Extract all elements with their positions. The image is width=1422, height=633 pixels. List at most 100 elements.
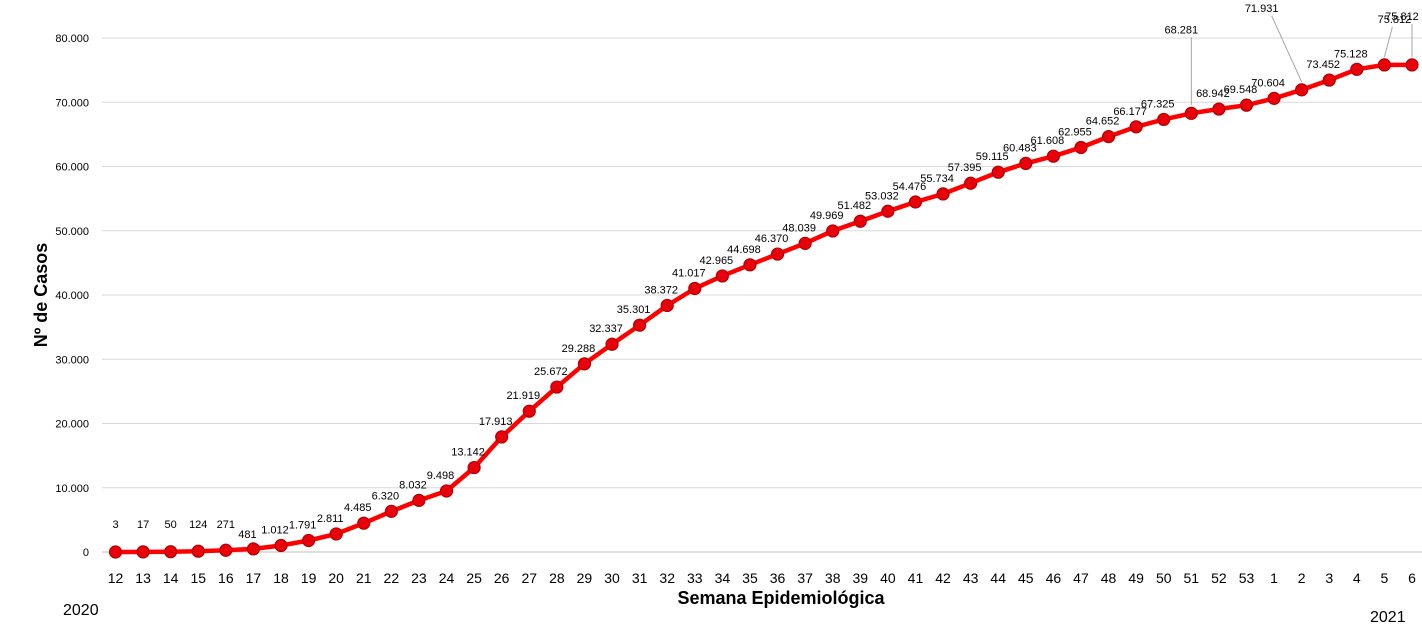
data-label: 35.301 [617, 304, 651, 316]
data-point [881, 204, 895, 218]
x-tick-label: 20 [328, 570, 344, 586]
data-label: 41.017 [672, 267, 706, 279]
data-point [1405, 58, 1419, 72]
y-tick-label: 60.000 [55, 162, 89, 174]
data-point [1157, 112, 1171, 127]
x-tick-label: 19 [301, 570, 317, 586]
y-tick-label: 70.000 [55, 97, 89, 109]
x-tick-label: 17 [246, 570, 262, 586]
x-tick-label: 5 [1381, 570, 1389, 586]
label-leader-line [1271, 15, 1303, 83]
data-point [274, 538, 288, 553]
data-point [1074, 140, 1088, 155]
data-point [715, 269, 729, 283]
data-point [770, 247, 785, 261]
x-tick-label: 21 [356, 570, 372, 586]
data-label: 51.482 [837, 200, 871, 212]
data-point [798, 236, 812, 250]
data-label: 48.039 [782, 222, 816, 234]
data-point [108, 545, 123, 559]
y-tick-label: 0 [83, 547, 89, 559]
data-label: 32.337 [589, 323, 623, 335]
data-label: 75.128 [1334, 48, 1368, 60]
data-label: 17.913 [479, 416, 513, 428]
x-tick-label: 25 [466, 570, 482, 586]
data-label: 3 [112, 519, 118, 531]
x-tick-label: 1 [1270, 570, 1278, 586]
data-label: 2.811 [317, 513, 344, 525]
data-point [1295, 83, 1309, 97]
series-markers [108, 58, 1419, 559]
data-point [550, 380, 564, 394]
y-axis-title: Nº de Casos [31, 243, 51, 348]
gridlines [102, 37, 1422, 553]
data-label: 8.032 [399, 479, 427, 491]
x-tick-label: 29 [577, 570, 593, 586]
x-tick-label: 14 [163, 570, 179, 586]
data-point [467, 460, 481, 475]
x-tick-label: 38 [825, 570, 841, 586]
label-leader-lines [1190, 15, 1413, 106]
x-tick-label: 22 [384, 570, 400, 586]
x-tick-label: 18 [273, 570, 289, 586]
data-point [1184, 106, 1198, 120]
x-tick-label: 15 [190, 570, 206, 586]
data-label: 71.931 [1245, 3, 1279, 15]
data-label: 1.791 [289, 519, 317, 531]
x-tick-label: 23 [411, 570, 427, 586]
data-point [1350, 62, 1364, 76]
data-point [246, 542, 261, 556]
data-label: 6.320 [372, 490, 400, 502]
data-label: 61.608 [1031, 135, 1065, 147]
data-point [853, 214, 867, 228]
data-label: 29.288 [562, 343, 596, 355]
data-point [495, 430, 509, 444]
y-tick-label: 30.000 [55, 354, 89, 366]
x-tick-label: 27 [521, 570, 537, 586]
data-point [301, 533, 316, 548]
data-label: 73.452 [1306, 59, 1340, 71]
x-tick-label: 47 [1073, 570, 1089, 586]
data-point [633, 318, 647, 332]
data-point [1239, 98, 1254, 112]
x-tick-label: 32 [659, 570, 675, 586]
data-label: 62.955 [1058, 127, 1092, 139]
data-label: 44.698 [727, 244, 761, 256]
x-tick-label: 34 [715, 570, 731, 586]
data-label: 55.734 [920, 173, 954, 185]
data-point [136, 545, 150, 559]
data-label: 60.483 [1003, 142, 1037, 154]
data-point [191, 544, 205, 558]
x-tick-label: 43 [963, 570, 979, 586]
x-tick-label: 41 [908, 570, 924, 586]
data-label: 68.942 [1196, 88, 1230, 100]
y-axis-ticks: 0 10.000 20.000 30.000 40.000 50.000 60.000 70.… [55, 33, 89, 559]
x-tick-label: 49 [1128, 570, 1144, 586]
x-tick-label: 3 [1325, 570, 1333, 586]
y-tick-label: 20.000 [55, 419, 89, 431]
x-tick-label: 6 [1408, 570, 1416, 586]
data-point [936, 187, 950, 201]
data-point [743, 258, 757, 272]
x-tick-label: 50 [1156, 570, 1172, 586]
x-axis-title: Semana Epidemiológica [677, 588, 885, 608]
x-tick-label: 39 [853, 570, 869, 586]
data-label: 38.372 [644, 284, 678, 296]
x-tick-label: 13 [135, 570, 151, 586]
data-point [577, 357, 592, 371]
data-label: 17 [137, 519, 149, 531]
data-label: 21.919 [506, 390, 540, 402]
data-point [1101, 130, 1116, 144]
data-label: 53.032 [865, 190, 899, 202]
data-label: 25.672 [534, 366, 568, 378]
x-tick-label: 53 [1239, 570, 1255, 586]
data-label: 271 [217, 519, 235, 531]
data-point [826, 224, 840, 238]
x-tick-label: 24 [439, 570, 455, 586]
x-tick-label: 42 [935, 570, 951, 586]
data-point [1019, 156, 1033, 170]
data-point [412, 493, 426, 507]
